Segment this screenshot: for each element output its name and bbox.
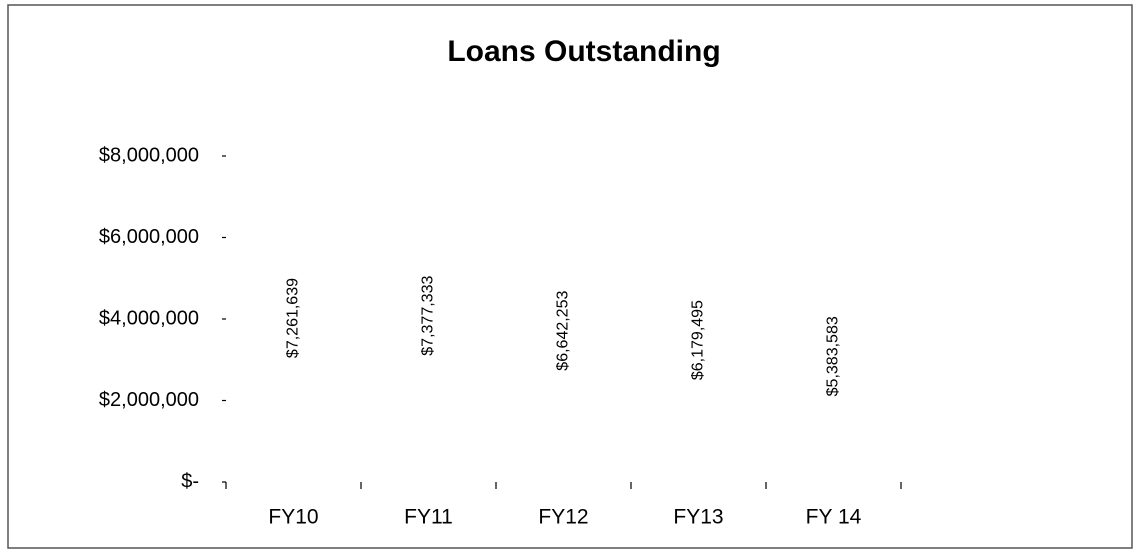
bar (658, 230, 739, 482)
y-tick-label: $4,000,000 (99, 307, 199, 329)
bar (793, 262, 874, 482)
y-tick-label: $6,000,000 (99, 226, 199, 248)
value-label: $5,383,583 (825, 316, 842, 396)
chart-title: Loans Outstanding (447, 35, 720, 68)
bar (388, 181, 469, 482)
x-tick-label: FY13 (673, 506, 723, 529)
x-tick-label: FY12 (538, 506, 588, 529)
value-label: $7,377,333 (420, 276, 437, 356)
bar (523, 211, 604, 482)
bar (253, 186, 334, 483)
value-label: $6,642,253 (555, 291, 572, 371)
x-tick-label: FY 14 (806, 506, 862, 529)
value-label: $7,261,639 (285, 278, 302, 358)
y-tick-label: $- (181, 470, 199, 492)
x-tick-label: FY11 (404, 506, 453, 529)
value-label: $6,179,495 (690, 300, 707, 380)
y-tick-label: $8,000,000 (99, 144, 199, 166)
y-tick-label: $2,000,000 (99, 389, 199, 411)
x-tick-label: FY10 (268, 506, 318, 529)
